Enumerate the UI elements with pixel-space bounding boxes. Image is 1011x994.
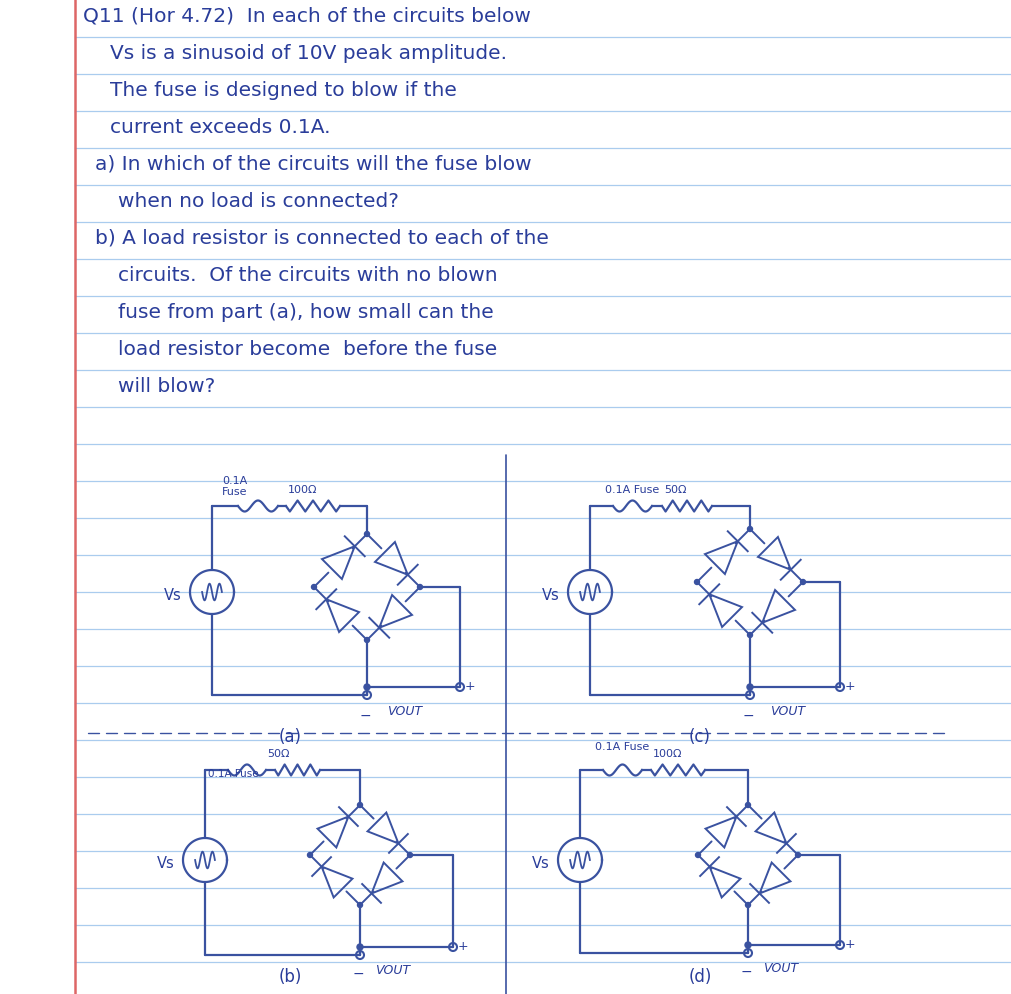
Circle shape (418, 584, 422, 589)
Text: Vs: Vs (542, 588, 559, 603)
Circle shape (747, 527, 752, 532)
Text: The fuse is designed to blow if the: The fuse is designed to blow if the (110, 81, 456, 100)
Text: 100Ω: 100Ω (288, 485, 317, 495)
Circle shape (747, 632, 752, 637)
Text: (c): (c) (688, 728, 711, 746)
Text: 100Ω: 100Ω (652, 749, 681, 759)
Text: 50Ω: 50Ω (267, 749, 289, 759)
Circle shape (364, 532, 369, 537)
Text: Q11 (Hor 4.72)  In each of the circuits below: Q11 (Hor 4.72) In each of the circuits b… (83, 7, 531, 26)
Text: −: − (742, 709, 754, 723)
Circle shape (357, 903, 362, 908)
Circle shape (364, 684, 370, 690)
Circle shape (745, 802, 750, 807)
Text: −: − (740, 965, 752, 979)
Circle shape (311, 584, 316, 589)
Text: +: + (464, 681, 475, 694)
Text: Vs: Vs (532, 857, 549, 872)
Text: Vs: Vs (157, 857, 175, 872)
Circle shape (746, 684, 752, 690)
Text: VOUT: VOUT (769, 705, 805, 718)
Circle shape (795, 853, 800, 858)
Text: load resistor become  before the fuse: load resistor become before the fuse (118, 340, 496, 359)
Text: +: + (458, 940, 468, 953)
Text: (b): (b) (278, 968, 301, 986)
Circle shape (695, 853, 700, 858)
Circle shape (364, 637, 369, 642)
Text: Vs: Vs (164, 588, 182, 603)
Text: −: − (360, 709, 371, 723)
Circle shape (307, 853, 312, 858)
Text: +: + (844, 681, 854, 694)
Text: a) In which of the circuits will the fuse blow: a) In which of the circuits will the fus… (95, 155, 531, 174)
Circle shape (694, 580, 699, 584)
Text: current exceeds 0.1A.: current exceeds 0.1A. (110, 118, 331, 137)
Circle shape (357, 944, 363, 950)
Circle shape (357, 802, 362, 807)
Text: VOUT: VOUT (375, 964, 409, 977)
Circle shape (800, 580, 805, 584)
Text: 0.1A Fuse: 0.1A Fuse (594, 742, 649, 752)
Text: 0.1A: 0.1A (221, 476, 247, 486)
Text: b) A load resistor is connected to each of the: b) A load resistor is connected to each … (95, 229, 548, 248)
Text: 0.1A Fuse: 0.1A Fuse (208, 769, 259, 779)
Text: circuits.  Of the circuits with no blown: circuits. Of the circuits with no blown (118, 266, 497, 285)
Text: when no load is connected?: when no load is connected? (118, 192, 398, 211)
Text: fuse from part (a), how small can the: fuse from part (a), how small can the (118, 303, 493, 322)
Text: −: − (353, 967, 364, 981)
Circle shape (745, 903, 750, 908)
Text: Vs is a sinusoid of 10V peak amplitude.: Vs is a sinusoid of 10V peak amplitude. (110, 44, 507, 63)
Text: 50Ω: 50Ω (663, 485, 685, 495)
Text: will blow?: will blow? (118, 377, 215, 396)
Text: VOUT: VOUT (762, 962, 798, 975)
Circle shape (744, 942, 750, 948)
Circle shape (407, 853, 412, 858)
Text: Fuse: Fuse (221, 487, 248, 497)
Text: 0.1A Fuse: 0.1A Fuse (605, 485, 658, 495)
Text: (d): (d) (687, 968, 711, 986)
Text: +: + (844, 938, 854, 951)
Text: (a): (a) (278, 728, 301, 746)
Text: VOUT: VOUT (386, 705, 422, 718)
